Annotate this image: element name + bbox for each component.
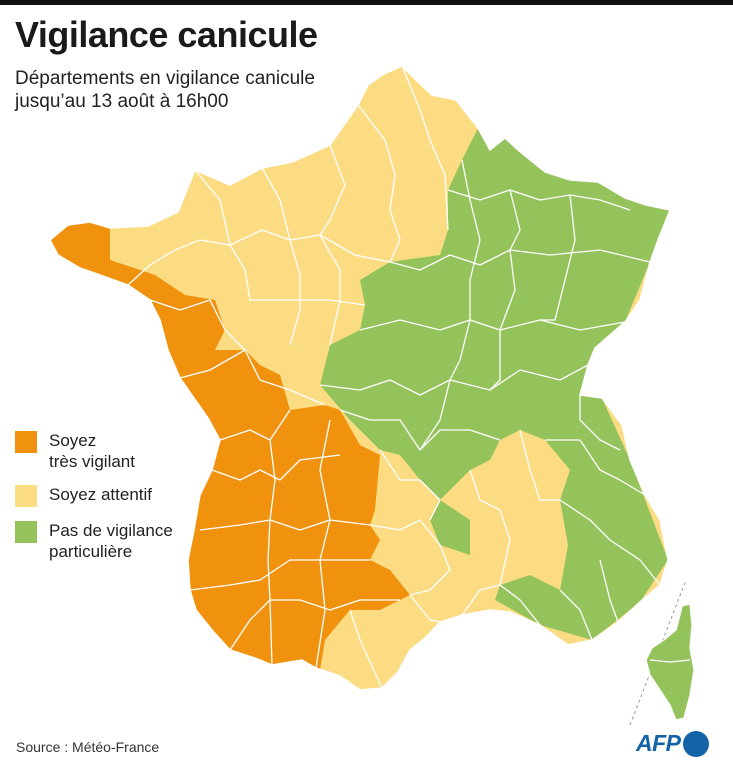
legend-item-tres-vigilant: Soyez très vigilant — [15, 430, 249, 472]
legend-item-pas-de-vigilance: Pas de vigilance particulière — [15, 520, 249, 562]
source-credit: Source : Météo-France — [16, 739, 160, 755]
legend-label: Soyez attentif — [49, 484, 249, 505]
afp-logo-text: AFP — [636, 730, 681, 756]
legend-label-line: très vigilant — [49, 452, 135, 471]
legend-label: Soyez très vigilant — [49, 430, 249, 472]
legend-label: Pas de vigilance particulière — [49, 520, 249, 562]
legend-swatch-green — [15, 521, 37, 543]
legend-label-line: particulière — [49, 542, 133, 561]
legend-item-attentif: Soyez attentif — [15, 484, 249, 507]
map-title: Vigilance canicule — [15, 14, 318, 55]
corsica-department-border — [649, 659, 691, 663]
legend-label-line: Pas de vigilance — [49, 521, 173, 540]
map-subtitle: Départements en vigilance canicule jusqu… — [15, 67, 355, 113]
corsica-inset-divider — [629, 579, 687, 726]
legend-label-line: Soyez — [49, 431, 97, 450]
legend-label-line: Soyez attentif — [49, 485, 153, 504]
subtitle-line-2: jusqu’au 13 août à 16h00 — [15, 91, 229, 112]
top-rule — [0, 0, 733, 5]
department-borders — [127, 65, 661, 689]
legend-swatch-orange — [15, 431, 37, 453]
legend-swatch-yellow — [15, 485, 37, 507]
afp-logo: AFP — [636, 730, 709, 757]
region-green-east — [320, 128, 670, 640]
subtitle-line-1: Départements en vigilance canicule — [15, 68, 315, 89]
afp-logo-dot — [682, 730, 709, 757]
france-outline — [49, 65, 672, 691]
